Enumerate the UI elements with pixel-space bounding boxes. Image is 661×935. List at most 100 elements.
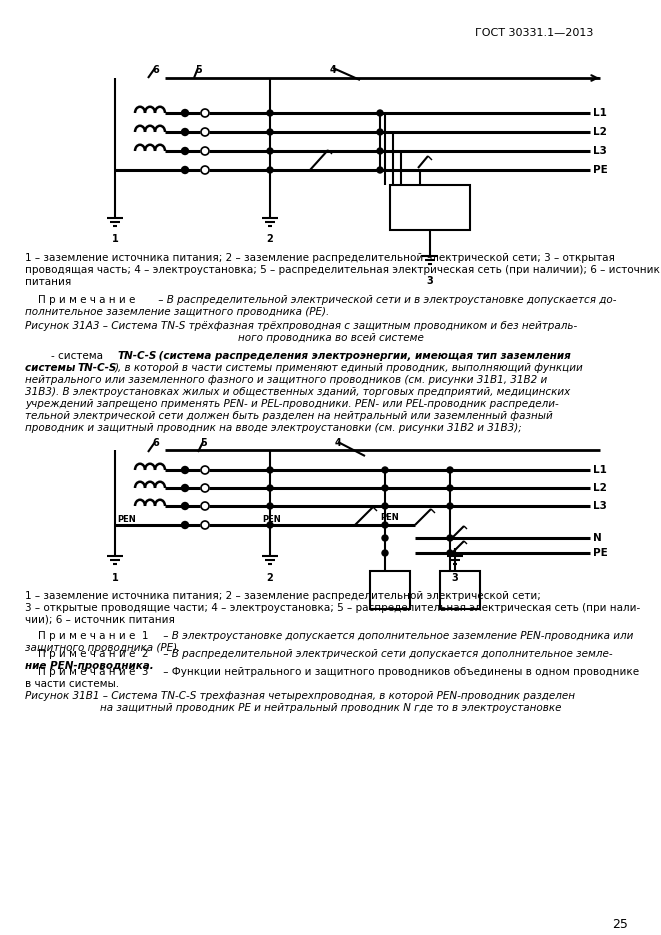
Circle shape — [182, 128, 188, 136]
Circle shape — [201, 109, 209, 117]
Text: L3: L3 — [593, 501, 607, 511]
Circle shape — [182, 484, 188, 492]
Bar — [370, 571, 410, 609]
Text: проводник и защитный проводник на вводе электроустановки (см. рисунки 31В2 и 31В: проводник и защитный проводник на вводе … — [25, 423, 522, 433]
Text: П р и м е ч а н и е: П р и м е ч а н и е — [38, 295, 136, 305]
Text: 3 – открытые проводящие части; 4 – электроустановка; 5 – распределительная элект: 3 – открытые проводящие части; 4 – элект… — [25, 603, 641, 613]
Circle shape — [382, 535, 388, 541]
Text: тельной электрической сети должен быть разделен на нейтральный или заземленный ф: тельной электрической сети должен быть р… — [25, 411, 553, 421]
Text: – В распределительной электрической сети и в электроустановке допускается до-: – В распределительной электрической сети… — [155, 295, 617, 305]
Circle shape — [267, 467, 273, 473]
Text: 5: 5 — [195, 65, 202, 75]
Text: PE: PE — [593, 548, 607, 558]
Text: 1: 1 — [112, 573, 118, 583]
Circle shape — [201, 521, 209, 529]
Text: Рисунок 31В1 – Система TN-C-S трехфазная четырехпроводная, в которой PEN-проводн: Рисунок 31В1 – Система TN-C-S трехфазная… — [25, 691, 575, 701]
Text: на защитный проводник PE и нейтральный проводник N где то в электроустановке: на защитный проводник PE и нейтральный п… — [100, 703, 561, 713]
Circle shape — [182, 522, 188, 528]
Circle shape — [182, 148, 188, 154]
Circle shape — [267, 485, 273, 491]
Circle shape — [377, 129, 383, 135]
Text: П р и м е ч а н и е  2: П р и м е ч а н и е 2 — [38, 649, 149, 659]
Text: 6: 6 — [152, 438, 159, 448]
Text: – В электроустановке допускается дополнительное заземление PEN-проводника или: – В электроустановке допускается дополни… — [160, 631, 633, 641]
Text: - система: - система — [25, 351, 106, 361]
Text: в части системы.: в части системы. — [25, 679, 119, 689]
Circle shape — [267, 129, 273, 135]
Circle shape — [382, 467, 388, 473]
Circle shape — [267, 148, 273, 154]
Circle shape — [447, 503, 453, 509]
Circle shape — [377, 167, 383, 173]
Circle shape — [201, 466, 209, 474]
Circle shape — [377, 110, 383, 116]
Circle shape — [201, 502, 209, 510]
Text: П р и м е ч а н и е  3: П р и м е ч а н и е 3 — [38, 667, 149, 677]
Circle shape — [382, 485, 388, 491]
Text: нейтрального или заземленного фазного и защитного проводников (см. рисунки 31В1,: нейтрального или заземленного фазного и … — [25, 375, 547, 385]
Text: ГОСТ 30331.1—2013: ГОСТ 30331.1—2013 — [475, 28, 594, 38]
Text: 2: 2 — [266, 234, 274, 244]
Text: L1: L1 — [593, 465, 607, 475]
Text: PEN: PEN — [262, 515, 281, 524]
Text: 31В3). В электроустановках жилых и общественных зданий, торговых предприятий, ме: 31В3). В электроустановках жилых и общес… — [25, 387, 570, 397]
Text: 5: 5 — [200, 438, 207, 448]
Text: Рисунок 31А3 – Система TN-S трёхфазная трёхпроводная с защитным проводником и бе: Рисунок 31А3 – Система TN-S трёхфазная т… — [25, 321, 577, 331]
Circle shape — [267, 167, 273, 173]
Text: П р и м е ч а н и е  1: П р и м е ч а н и е 1 — [38, 631, 149, 641]
Text: L3: L3 — [593, 146, 607, 156]
Text: системы: системы — [25, 363, 79, 373]
Circle shape — [182, 467, 188, 473]
Circle shape — [201, 166, 209, 174]
Text: полнительное заземление защитного проводника (PE).: полнительное заземление защитного провод… — [25, 307, 329, 317]
Text: 6: 6 — [152, 65, 159, 75]
Circle shape — [382, 522, 388, 528]
Text: TN-C-S: TN-C-S — [78, 363, 118, 373]
Circle shape — [447, 550, 453, 556]
Circle shape — [201, 484, 209, 492]
Text: TN-C-S: TN-C-S — [118, 351, 157, 361]
Text: 3: 3 — [451, 573, 458, 583]
Text: ние PEN-проводника.: ние PEN-проводника. — [25, 661, 154, 671]
Text: 1: 1 — [112, 234, 118, 244]
Text: N: N — [593, 533, 602, 543]
Text: защитного проводника (PE).: защитного проводника (PE). — [25, 643, 180, 653]
Text: 4: 4 — [335, 438, 342, 448]
Text: ), в которой в части системы применяют единый проводник, выполняющий функции: ), в которой в части системы применяют е… — [115, 363, 584, 373]
Circle shape — [377, 148, 383, 154]
Bar — [390, 185, 470, 230]
Text: ного проводника во всей системе: ного проводника во всей системе — [237, 333, 424, 343]
Circle shape — [182, 166, 188, 174]
Circle shape — [267, 522, 273, 528]
Text: L2: L2 — [593, 127, 607, 137]
Text: учреждений запрещено применять PEN- и PEL-проводники. PEN- или PEL-проводник рас: учреждений запрещено применять PEN- и PE… — [25, 399, 559, 409]
Text: 1 – заземление источника питания; 2 – заземление распределительной электрической: 1 – заземление источника питания; 2 – за… — [25, 253, 615, 263]
Text: PEN: PEN — [117, 515, 136, 524]
Text: проводящая часть; 4 – электроустановка; 5 – распределительная электрическая сеть: проводящая часть; 4 – электроустановка; … — [25, 265, 660, 275]
Bar — [440, 571, 480, 609]
Circle shape — [182, 109, 188, 117]
Text: – Функции нейтрального и защитного проводников объединены в одном проводнике: – Функции нейтрального и защитного прово… — [160, 667, 639, 677]
Circle shape — [382, 503, 388, 509]
Circle shape — [382, 550, 388, 556]
Circle shape — [267, 110, 273, 116]
Text: чии); 6 – источник питания: чии); 6 – источник питания — [25, 615, 175, 625]
Text: L1: L1 — [593, 108, 607, 118]
Text: PEN: PEN — [380, 513, 399, 522]
Text: 3: 3 — [426, 276, 434, 286]
Text: – В распределительной электрической сети допускается дополнительное земле-: – В распределительной электрической сети… — [160, 649, 613, 659]
Text: (система распределения электроэнергии, имеющая тип заземления: (система распределения электроэнергии, и… — [155, 351, 570, 361]
Text: 1 – заземление источника питания; 2 – заземление распределительной электрической: 1 – заземление источника питания; 2 – за… — [25, 591, 541, 601]
Text: питания: питания — [25, 277, 71, 287]
Text: 2: 2 — [266, 573, 274, 583]
Circle shape — [447, 535, 453, 541]
Circle shape — [201, 147, 209, 155]
Text: L2: L2 — [593, 483, 607, 493]
Text: PE: PE — [593, 165, 607, 175]
Text: 25: 25 — [612, 918, 628, 931]
Circle shape — [182, 502, 188, 510]
Circle shape — [447, 485, 453, 491]
Circle shape — [267, 503, 273, 509]
Circle shape — [447, 467, 453, 473]
Circle shape — [201, 128, 209, 136]
